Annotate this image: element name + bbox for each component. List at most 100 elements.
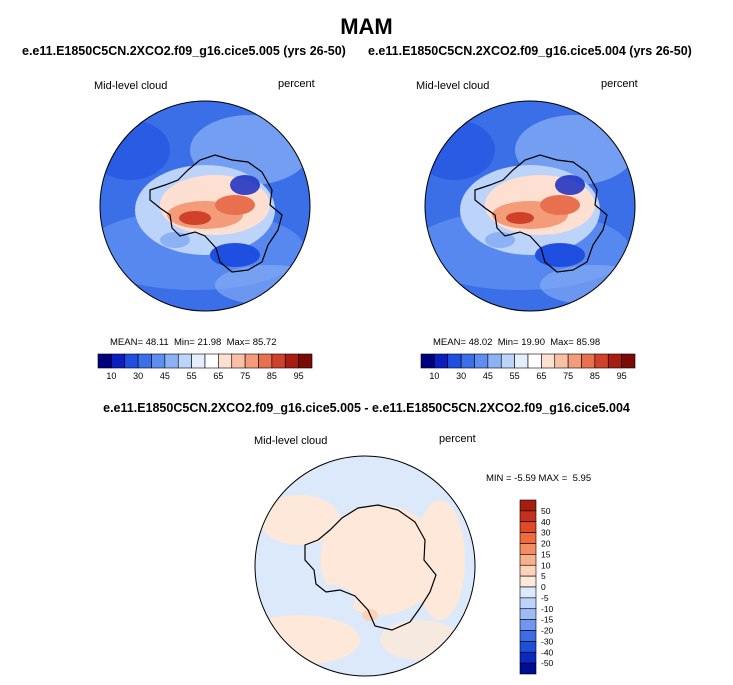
right-max-value: 85.98 bbox=[576, 337, 601, 348]
right-colorbar-swatch bbox=[594, 353, 609, 369]
diff-colorbar-swatch bbox=[519, 543, 537, 555]
right-map bbox=[424, 100, 636, 312]
left-colorbar-tick-label: 30 bbox=[133, 371, 143, 381]
right-colorbar-swatch bbox=[447, 353, 462, 369]
diff-colorbar-tick-label: 50 bbox=[541, 506, 551, 516]
left-colorbar-swatch bbox=[218, 353, 233, 369]
diff-colorbar-swatch bbox=[519, 651, 537, 664]
diff-colorbar-swatch bbox=[519, 499, 537, 512]
diff-colorbar-tick-label: 10 bbox=[541, 560, 551, 570]
diff-colorbar-tick-label: -50 bbox=[541, 658, 554, 668]
left-map bbox=[99, 100, 311, 312]
diff-units-label: percent bbox=[439, 433, 476, 445]
diff-colorbar-swatch bbox=[519, 586, 537, 599]
right-case-title: e.e11.E1850C5CN.2XCO2.f09_g16.cice5.004 … bbox=[368, 44, 692, 58]
left-colorbar-swatch bbox=[97, 353, 112, 369]
diff-colorbar-tick-label: -40 bbox=[541, 647, 554, 657]
diff-colorbar-tick-label: -20 bbox=[541, 626, 554, 636]
right-colorbar-tick-label: 75 bbox=[563, 371, 573, 381]
diff-colorbar-tick-label: -15 bbox=[541, 615, 554, 625]
diff-colorbar-swatch bbox=[519, 597, 537, 610]
left-colorbar-swatch bbox=[204, 353, 219, 369]
left-colorbar-swatch bbox=[111, 353, 126, 369]
diff-colorbar-swatch bbox=[519, 608, 537, 620]
left-max-label: Max= bbox=[226, 337, 251, 348]
right-min-value: 19.90 bbox=[521, 337, 545, 348]
diff-colorbar-tick-label: 30 bbox=[541, 528, 551, 538]
diff-colorbar-tick-label: 15 bbox=[541, 549, 551, 559]
left-min-value: 21.98 bbox=[197, 337, 222, 348]
left-colorbar-tick-label: 95 bbox=[294, 371, 304, 381]
left-mean-label: MEAN= bbox=[110, 337, 143, 348]
right-colorbar-swatch bbox=[460, 353, 475, 369]
diff-colorbar-swatch bbox=[519, 532, 537, 544]
diff-colorbar-tick-label: 40 bbox=[541, 517, 551, 527]
right-colorbar-swatch bbox=[434, 353, 449, 369]
left-colorbar-swatch bbox=[258, 353, 273, 369]
right-colorbar: 10 30 45 55 65 75 85 95 bbox=[420, 353, 636, 381]
left-colorbar-tick-label: 10 bbox=[106, 371, 116, 381]
diff-variable-label: Mid-level cloud bbox=[254, 435, 328, 447]
right-units-label: percent bbox=[601, 78, 638, 90]
diff-stats: MIN = -5.59 MAX = 5.95 bbox=[486, 473, 591, 484]
diff-colorbar-tick-label: 0 bbox=[541, 582, 546, 592]
right-colorbar-tick-label: 30 bbox=[456, 371, 466, 381]
right-colorbar-tick-label: 45 bbox=[483, 371, 493, 381]
diff-colorbar-swatch bbox=[519, 641, 537, 653]
left-colorbar-tick-label: 45 bbox=[160, 371, 170, 381]
diff-colorbar-tick-label: -5 bbox=[541, 593, 549, 603]
left-colorbar-swatch bbox=[137, 353, 152, 369]
left-colorbar-swatch bbox=[271, 353, 286, 369]
right-colorbar-swatch bbox=[487, 353, 502, 369]
right-colorbar-tick-label: 10 bbox=[429, 371, 439, 381]
left-max-value: 85.72 bbox=[252, 337, 277, 348]
left-min-label: Min= bbox=[174, 337, 195, 348]
page-title: MAM bbox=[340, 14, 393, 39]
right-colorbar-swatch bbox=[541, 353, 556, 369]
diff-case-title: e.e11.E1850C5CN.2XCO2.f09_g16.cice5.005 … bbox=[103, 401, 630, 415]
left-units-label: percent bbox=[278, 78, 315, 90]
diff-colorbar-swatch bbox=[519, 630, 537, 642]
right-colorbar-swatch bbox=[554, 353, 569, 369]
right-colorbar-swatch bbox=[474, 353, 489, 369]
right-coastline bbox=[474, 154, 608, 273]
left-case-title: e.e11.E1850C5CN.2XCO2.f09_g16.cice5.005 … bbox=[22, 44, 346, 58]
left-colorbar-swatch bbox=[231, 353, 246, 369]
diff-colorbar-swatch bbox=[519, 575, 537, 588]
left-colorbar-swatch bbox=[191, 353, 206, 369]
left-colorbar-swatch bbox=[151, 353, 166, 369]
right-mean-value: 48.02 bbox=[468, 337, 493, 348]
left-colorbar-swatch bbox=[164, 353, 179, 369]
diff-min-label: MIN = bbox=[486, 473, 512, 484]
left-colorbar-swatch bbox=[244, 353, 259, 369]
right-colorbar-swatch bbox=[514, 353, 529, 369]
diff-colorbar-swatch bbox=[519, 662, 537, 675]
diff-colorbar-swatch bbox=[519, 521, 537, 533]
left-colorbar-tick-label: 65 bbox=[213, 371, 223, 381]
right-colorbar-tick-label: 65 bbox=[536, 371, 546, 381]
diff-colorbar-tick-label: 5 bbox=[541, 571, 546, 581]
right-stats: MEAN= 48.02 Min= 19.90 Max= 85.98 bbox=[433, 337, 600, 348]
left-stats: MEAN= 48.11 Min= 21.98 Max= 85.72 bbox=[110, 337, 276, 348]
diff-coastline bbox=[304, 504, 437, 631]
diff-map bbox=[254, 455, 476, 677]
left-colorbar-swatch bbox=[284, 353, 299, 369]
left-colorbar-swatch bbox=[298, 353, 313, 369]
left-colorbar-tick-label: 75 bbox=[240, 371, 250, 381]
right-colorbar-swatch bbox=[420, 353, 435, 369]
right-colorbar-swatch bbox=[621, 353, 636, 369]
diff-colorbar-tick-label: 20 bbox=[541, 539, 551, 549]
right-colorbar-swatch bbox=[500, 353, 515, 369]
left-colorbar-swatch bbox=[124, 353, 139, 369]
right-mean-label: MEAN= bbox=[433, 337, 466, 348]
left-coastline bbox=[149, 154, 283, 273]
left-mean-value: 48.11 bbox=[145, 337, 169, 348]
right-colorbar-swatch bbox=[527, 353, 542, 369]
right-colorbar-swatch bbox=[607, 353, 622, 369]
left-colorbar-tick-label: 85 bbox=[267, 371, 277, 381]
diff-max-value: 5.95 bbox=[572, 473, 592, 484]
right-colorbar-swatch bbox=[581, 353, 596, 369]
right-colorbar-tick-label: 55 bbox=[510, 371, 520, 381]
